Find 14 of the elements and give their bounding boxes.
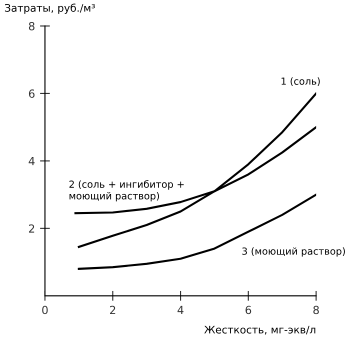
x-axis-title: Жесткость, мг-экв/л [204,326,316,335]
y-tick-label: 4 [28,157,35,166]
series-label: 2 (соль + ингибитор + моющий раствор) [69,180,184,202]
y-axis-title: Затраты, руб./м³ [4,4,95,14]
x-tick-label: 4 [178,306,184,314]
x-tick-label: 0 [42,306,48,314]
y-tick-label: 6 [28,89,35,98]
series-label: 3 (моющий раствор) [242,247,345,257]
y-tick-label: 2 [28,224,34,233]
series-label: 1 (соль) [282,77,320,86]
x-tick-label: 8 [313,306,319,314]
x-tick-label: 6 [246,306,252,314]
y-tick-label: 8 [28,22,34,30]
x-tick-label: 2 [110,306,116,314]
